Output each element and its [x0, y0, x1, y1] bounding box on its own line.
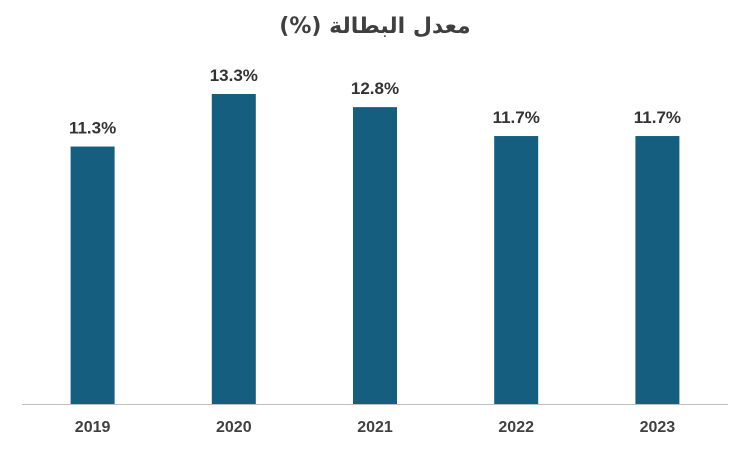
- data-label-2022: 11.7%: [493, 108, 540, 127]
- data-label-2021: 12.8%: [351, 79, 399, 98]
- bar-2019: [70, 146, 115, 405]
- x-tick-label-2022: 2022: [498, 419, 534, 436]
- chart-title: معدل البطالة (%): [279, 14, 471, 39]
- x-tick-label-2021: 2021: [357, 419, 393, 436]
- x-tick-label-2023: 2023: [640, 419, 676, 436]
- data-label-2023: 11.7%: [634, 108, 681, 127]
- data-label-2019: 11.3%: [69, 119, 116, 138]
- bar-2021: [353, 107, 397, 404]
- bar-2022: [494, 136, 539, 404]
- x-tick-label-2019: 2019: [75, 419, 111, 436]
- bar-2023: [635, 136, 680, 404]
- data-label-2020: 13.3%: [210, 66, 258, 85]
- bar-2020: [211, 94, 256, 404]
- x-tick-label-2020: 2020: [216, 419, 252, 436]
